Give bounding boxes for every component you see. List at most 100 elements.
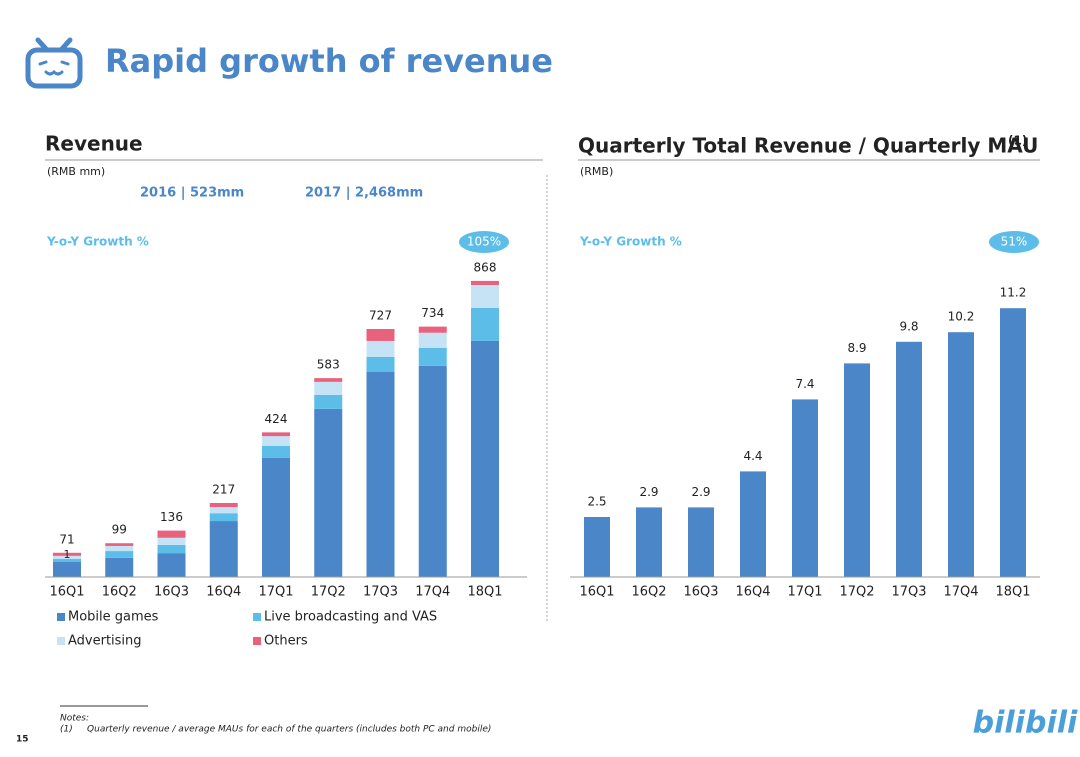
bar-segment: [105, 551, 134, 558]
bar-segment: [418, 326, 447, 333]
x-tick-label: 17Q3: [363, 585, 398, 600]
bar-segment: [209, 502, 238, 508]
page-number: 15: [16, 735, 29, 745]
legend-label: Advertising: [68, 634, 142, 649]
x-tick-label: 17Q1: [258, 585, 293, 600]
legend-label: Others: [264, 634, 308, 649]
bar-segment: [314, 381, 343, 395]
bar: [1000, 308, 1026, 577]
total-label: 71: [59, 532, 74, 546]
value-label: 2.9: [691, 485, 710, 499]
bar-segment: [53, 555, 81, 559]
x-tick-label: 16Q1: [579, 585, 614, 600]
bar-segment: [53, 561, 81, 577]
bar: [688, 507, 714, 577]
bar-segment: [262, 446, 290, 458]
bar-segment: [314, 408, 343, 577]
bar-segment: [366, 329, 395, 341]
x-tick-label: 17Q3: [891, 585, 926, 600]
legend-swatch: [57, 613, 65, 621]
legend-label: Live broadcasting and VAS: [264, 610, 437, 625]
bar-segment: [105, 545, 134, 552]
bar-segment: [418, 332, 447, 348]
value-label: 8.9: [847, 341, 866, 355]
growth-pill: [989, 231, 1039, 253]
x-tick-label: 17Q4: [943, 585, 978, 600]
bar-segment: [471, 285, 499, 308]
total-label: 734: [421, 306, 444, 320]
bar-segment: [105, 557, 134, 577]
x-tick-label: 16Q2: [631, 585, 666, 600]
value-label: 11.2: [1000, 286, 1027, 300]
bar-segment: [209, 521, 238, 577]
brand-logo: bilibili: [973, 706, 1078, 741]
value-label: 10.2: [948, 310, 975, 324]
bar-segment: [157, 553, 186, 577]
chart-subtitle: (RMB): [580, 165, 613, 178]
value-label: 7.4: [795, 377, 814, 391]
chart-title: Quarterly Total Revenue / Quarterly MAU: [578, 134, 1038, 158]
highlight: 2016 | 523mm: [140, 186, 244, 201]
total-label: 424: [265, 412, 288, 426]
bar-segment: [157, 537, 186, 545]
bar: [792, 399, 818, 577]
bar-segment: [418, 347, 447, 366]
note: (1) Quarterly revenue / average MAUs for…: [60, 725, 491, 735]
bar: [636, 507, 662, 577]
x-tick-label: 17Q2: [311, 585, 346, 600]
x-tick-label: 16Q2: [102, 585, 137, 600]
x-tick-label: 16Q4: [206, 585, 241, 600]
growth-label: Y-o-Y Growth %: [46, 235, 149, 249]
tv-icon: [25, 37, 83, 89]
bar-segment: [157, 530, 186, 538]
chart-title-superscript: (1): [1008, 134, 1027, 148]
bar-segment: [209, 513, 238, 522]
total-label: 868: [474, 260, 497, 274]
chart-subtitle: (RMB mm): [47, 165, 105, 178]
bar-segment: [262, 436, 290, 447]
bar-segment: [157, 544, 186, 554]
bar: [896, 341, 922, 577]
bar-segment: [105, 543, 134, 546]
value-label: 4.4: [743, 449, 762, 463]
annotation: 1: [64, 548, 71, 561]
bar-segment: [471, 340, 499, 577]
chart-title: Revenue: [45, 132, 143, 156]
growth-value: 51%: [1001, 235, 1028, 249]
bar: [584, 517, 610, 577]
bar-segment: [314, 378, 343, 382]
total-label: 99: [112, 523, 127, 537]
x-tick-label: 18Q1: [995, 585, 1030, 600]
legend-label: Mobile games: [68, 610, 159, 625]
bar-segment: [418, 365, 447, 577]
growth-pill: [459, 231, 509, 253]
total-label: 727: [369, 309, 392, 323]
bar-segment: [471, 280, 499, 286]
notes-heading: Notes:: [60, 714, 89, 724]
x-tick-label: 16Q4: [735, 585, 770, 600]
total-label: 217: [212, 482, 235, 496]
x-tick-label: 16Q3: [154, 585, 189, 600]
growth-value: 105%: [467, 235, 501, 249]
bar: [844, 363, 870, 577]
x-tick-label: 17Q2: [839, 585, 874, 600]
growth-label: Y-o-Y Growth %: [579, 235, 682, 249]
legend-swatch: [253, 613, 261, 621]
bar-segment: [209, 507, 238, 514]
bar-segment: [262, 432, 290, 437]
bar-segment: [366, 340, 395, 357]
value-label: 9.8: [899, 319, 918, 333]
highlight: 2017 | 2,468mm: [305, 186, 423, 201]
total-label: 583: [317, 358, 340, 372]
x-tick-label: 16Q3: [683, 585, 718, 600]
bar-segment: [314, 394, 343, 409]
x-tick-label: 17Q1: [787, 585, 822, 600]
value-label: 2.9: [639, 485, 658, 499]
bar-segment: [366, 371, 395, 577]
legend-swatch: [57, 637, 65, 645]
x-tick-label: 16Q1: [49, 585, 84, 600]
legend-swatch: [253, 637, 261, 645]
bar-segment: [366, 356, 395, 372]
bar-segment: [262, 457, 290, 577]
